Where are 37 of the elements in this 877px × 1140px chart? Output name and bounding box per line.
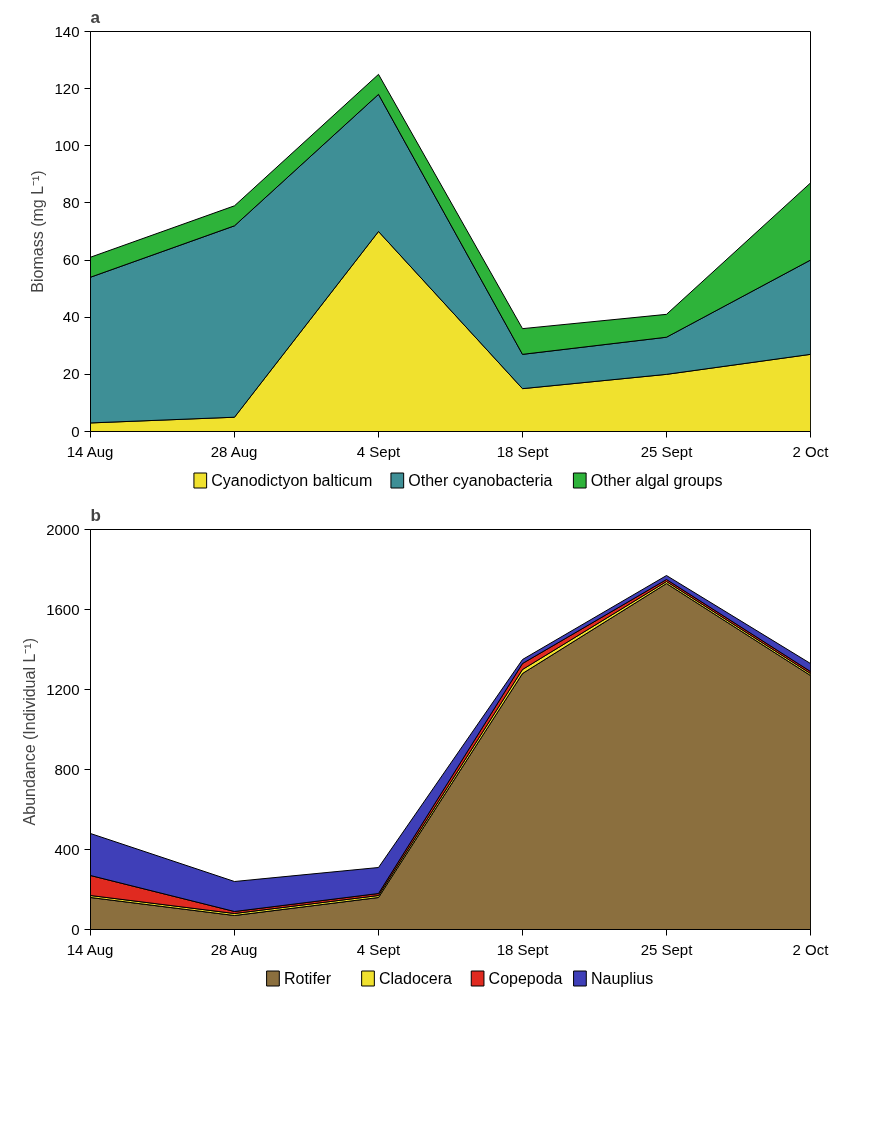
x-tick-label: 25 Sept	[640, 442, 694, 460]
legend-label: Copepoda	[488, 970, 563, 987]
y-tick-label: 800	[54, 760, 80, 778]
y-tick-label: 80	[62, 193, 80, 211]
x-tick-label: 28 Aug	[210, 940, 258, 958]
x-tick-label: 2 Oct	[792, 442, 830, 460]
x-tick-label: 14 Aug	[66, 940, 114, 958]
x-tick-label: 4 Sept	[356, 442, 402, 460]
chart-title: b	[90, 505, 101, 525]
legend-label: Nauplius	[590, 970, 654, 987]
y-tick-label: 400	[54, 840, 80, 858]
legend-label: Rotifer	[283, 970, 332, 987]
y-tick-label: 1200	[46, 680, 80, 698]
y-tick-label: 1600	[46, 600, 80, 618]
legend-label: Other algal groups	[590, 472, 723, 489]
x-tick-label: 18 Sept	[496, 442, 550, 460]
y-tick-label: 2000	[46, 520, 80, 538]
y-axis-title: Biomass (mg L⁻¹)	[29, 170, 47, 293]
y-tick-label: 60	[62, 251, 80, 269]
chart-title: a	[90, 7, 101, 27]
legend-label: Cladocera	[379, 970, 453, 987]
x-tick-label: 2 Oct	[792, 940, 830, 958]
x-tick-label: 18 Sept	[496, 940, 550, 958]
y-tick-label: 120	[54, 79, 80, 97]
y-tick-label: 0	[71, 920, 80, 938]
x-tick-label: 4 Sept	[356, 940, 402, 958]
legend-label: Other cyanobacteria	[408, 472, 553, 489]
x-tick-label: 25 Sept	[640, 940, 694, 958]
y-tick-label: 100	[54, 136, 80, 154]
x-tick-label: 28 Aug	[210, 442, 258, 460]
y-tick-label: 20	[62, 365, 80, 383]
y-axis-title: Abundance (Individual L⁻¹)	[21, 638, 39, 826]
y-tick-label: 0	[71, 422, 80, 440]
y-tick-label: 140	[54, 22, 80, 40]
x-tick-label: 14 Aug	[66, 442, 114, 460]
legend-label: Cyanodictyon balticum	[211, 472, 373, 489]
y-tick-label: 40	[62, 308, 80, 326]
